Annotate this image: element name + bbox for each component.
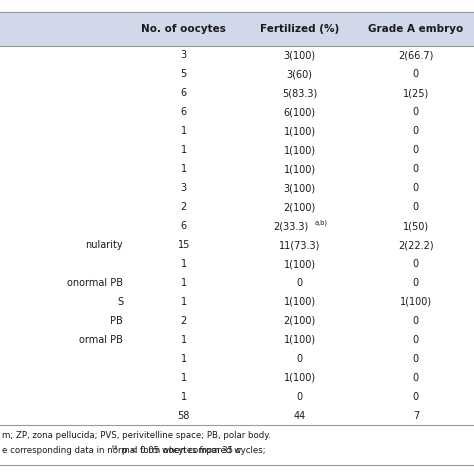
Text: 1(100): 1(100) [284,335,316,345]
FancyBboxPatch shape [0,84,474,103]
FancyBboxPatch shape [0,349,474,368]
Text: 0: 0 [297,392,303,402]
Text: 3: 3 [181,183,187,193]
Text: 2: 2 [181,316,187,326]
Text: 0: 0 [297,278,303,288]
Text: S: S [117,297,123,307]
Text: No. of oocytes: No. of oocytes [141,24,226,34]
Text: 1(25): 1(25) [403,88,429,99]
Text: 1: 1 [181,278,187,288]
Text: 7: 7 [413,410,419,421]
Text: 3(60): 3(60) [287,69,313,80]
Text: 1(100): 1(100) [400,297,432,307]
FancyBboxPatch shape [0,46,474,65]
FancyBboxPatch shape [0,122,474,141]
Text: 1: 1 [181,392,187,402]
Text: 0: 0 [413,335,419,345]
Text: 15: 15 [177,240,190,250]
FancyBboxPatch shape [0,217,474,236]
FancyBboxPatch shape [0,330,474,349]
Text: 1(100): 1(100) [284,259,316,269]
Text: 44: 44 [294,410,306,421]
FancyBboxPatch shape [0,311,474,330]
Text: PB: PB [110,316,123,326]
Text: 6: 6 [181,107,187,118]
FancyBboxPatch shape [0,103,474,122]
FancyBboxPatch shape [0,198,474,217]
Text: 1(100): 1(100) [284,297,316,307]
Text: 1(100): 1(100) [284,373,316,383]
Text: 58: 58 [177,410,190,421]
Text: 2(22.2): 2(22.2) [398,240,434,250]
FancyBboxPatch shape [0,425,474,465]
Text: 1: 1 [181,335,187,345]
Text: 2(100): 2(100) [283,316,316,326]
Text: 0: 0 [413,278,419,288]
FancyBboxPatch shape [0,406,474,425]
Text: Fertilized (%): Fertilized (%) [260,24,339,34]
Text: 2(100): 2(100) [283,202,316,212]
Text: a,b): a,b) [315,219,328,226]
Text: m; ZP, zona pellucida; PVS, perivitelline space; PB, polar body.: m; ZP, zona pellucida; PVS, perivitellin… [2,431,271,440]
Text: 1(100): 1(100) [284,126,316,137]
Text: 3(100): 3(100) [284,183,316,193]
Text: 0: 0 [413,183,419,193]
Text: 6(100): 6(100) [284,107,316,118]
Text: 5(83.3): 5(83.3) [282,88,318,99]
FancyBboxPatch shape [0,236,474,255]
Text: 1(50): 1(50) [403,221,429,231]
Text: Grade A embryo: Grade A embryo [368,24,464,34]
Text: 6: 6 [181,88,187,99]
Text: ormal PB: ormal PB [79,335,123,345]
Text: 6: 6 [181,221,187,231]
FancyBboxPatch shape [0,273,474,292]
FancyBboxPatch shape [0,179,474,198]
Text: 2(33.3): 2(33.3) [273,221,309,231]
Text: 3(100): 3(100) [284,50,316,61]
Text: 1: 1 [181,354,187,364]
Text: 3: 3 [181,50,187,61]
Text: 0: 0 [297,354,303,364]
Text: 0: 0 [413,259,419,269]
Text: nularity: nularity [86,240,123,250]
Text: 1: 1 [181,164,187,174]
Text: 2(66.7): 2(66.7) [398,50,434,61]
Text: 1: 1 [181,145,187,155]
Text: 0: 0 [413,392,419,402]
Text: 1: 1 [181,126,187,137]
Text: 0: 0 [413,316,419,326]
Text: 0: 0 [413,373,419,383]
Text: 2: 2 [181,202,187,212]
Text: 1(100): 1(100) [284,164,316,174]
FancyBboxPatch shape [0,141,474,160]
FancyBboxPatch shape [0,12,474,46]
Text: 0: 0 [413,164,419,174]
Text: 0: 0 [413,354,419,364]
FancyBboxPatch shape [0,65,474,84]
Text: 0: 0 [413,145,419,155]
Text: 0: 0 [413,126,419,137]
Text: 1(100): 1(100) [284,145,316,155]
FancyBboxPatch shape [0,160,474,179]
Text: e corresponding data in normal form oocytes from 35 cycles;: e corresponding data in normal form oocy… [2,447,269,455]
Text: onormal PB: onormal PB [67,278,123,288]
Text: 1: 1 [181,373,187,383]
FancyBboxPatch shape [0,292,474,311]
Text: 0: 0 [413,69,419,80]
Text: 0: 0 [413,202,419,212]
Text: b): b) [112,445,118,450]
Text: p < 0.05 when compared w: p < 0.05 when compared w [122,447,241,455]
Text: 0: 0 [413,107,419,118]
FancyBboxPatch shape [0,255,474,273]
FancyBboxPatch shape [0,368,474,387]
Text: 11(73.3): 11(73.3) [279,240,320,250]
Text: 5: 5 [181,69,187,80]
FancyBboxPatch shape [0,387,474,406]
Text: 1: 1 [181,259,187,269]
Text: 1: 1 [181,297,187,307]
